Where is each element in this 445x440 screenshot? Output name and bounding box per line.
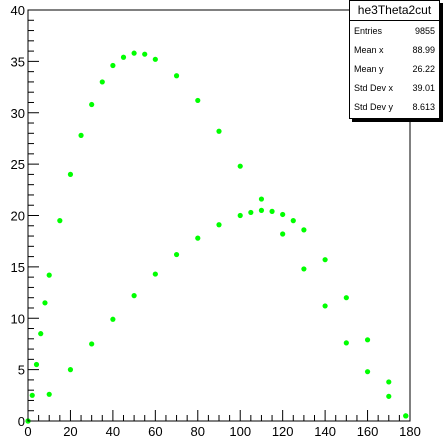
x-tick-label: 120 [272,424,294,439]
data-point [386,379,392,385]
data-point [89,101,95,108]
y-tick-label: 20 [11,209,25,224]
data-point [258,207,265,213]
data-point [195,97,201,104]
data-point [269,208,275,214]
data-point [142,51,148,57]
stats-value: 26.22 [412,63,435,74]
data-point [290,218,296,224]
y-tick-label: 0 [18,414,25,429]
data-point [237,212,243,219]
x-tick-label: 100 [229,424,251,439]
stats-label: Entries [354,25,383,36]
x-tick-label: 80 [191,424,205,439]
x-tick-label: 160 [357,424,379,439]
data-point [46,391,52,397]
stats-label: Std Dev y [354,101,394,112]
data-point [42,300,48,306]
x-axis: 0 20 40 60 80 100 120 140 160 180 [24,410,421,439]
data-point [364,369,371,375]
x-tick-label: 40 [106,424,120,439]
data-point [386,393,392,399]
stats-value: 8.613 [412,101,435,112]
y-tick-label: 40 [11,3,25,18]
stats-box: he3Theta2cut Entries 9855 Mean x 88.99 M… [349,0,440,119]
data-point [120,54,127,60]
data-point [237,163,243,169]
data-point [152,56,158,62]
data-point [343,340,349,346]
data-point [248,209,254,216]
data-point [67,171,74,177]
data-point [301,227,307,233]
x-tick-label: 60 [148,424,162,439]
data-point [131,293,137,299]
stats-value: 39.01 [412,82,435,93]
data-point [78,132,84,138]
data-point [152,271,158,277]
data-point [173,73,180,79]
stats-row-entries: Entries 9855 [350,21,439,40]
y-tick-label: 10 [11,311,25,326]
data-points [25,50,409,424]
data-point [33,361,40,368]
data-point [89,341,95,347]
data-point [99,79,105,85]
data-point [216,128,222,134]
x-tick-label: 0 [24,424,31,439]
x-tick-label: 140 [314,424,336,439]
stats-title: he3Theta2cut [350,1,439,21]
data-point [216,222,222,228]
data-point [110,316,116,322]
stats-row-mean-y: Mean y 26.22 [350,59,439,78]
data-point [38,331,44,337]
y-tick-label: 35 [11,54,25,69]
y-tick-label: 15 [11,260,25,275]
data-point [57,218,63,224]
stats-row-mean-x: Mean x 88.99 [350,40,439,59]
stats-label: Std Dev x [354,82,394,93]
data-point [29,392,35,398]
data-point [403,413,409,419]
data-point [131,50,137,56]
data-point [280,211,286,218]
x-tick-label: 180 [399,424,421,439]
y-tick-label: 30 [11,106,25,121]
data-point [46,272,52,278]
stats-row-std-dev-y: Std Dev y 8.613 [350,97,439,116]
data-point [322,257,328,263]
data-point [322,303,328,309]
x-tick-label: 20 [63,424,77,439]
data-point [280,231,286,237]
data-point [364,337,371,343]
data-point [301,266,307,272]
data-point [110,62,116,69]
data-point [258,196,265,202]
stats-value: 88.99 [412,44,435,55]
stats-label: Mean x [354,44,384,55]
y-tick-label: 25 [11,157,25,172]
data-point [173,251,180,258]
stats-row-std-dev-x: Std Dev x 39.01 [350,78,439,97]
data-point [343,295,349,301]
stats-label: Mean y [354,63,384,74]
y-tick-label: 5 [18,363,25,378]
y-axis: 0 5 10 15 20 25 30 35 40 [11,3,39,429]
data-point [195,235,201,241]
stats-value: 9855 [414,25,435,36]
data-point [67,367,74,373]
